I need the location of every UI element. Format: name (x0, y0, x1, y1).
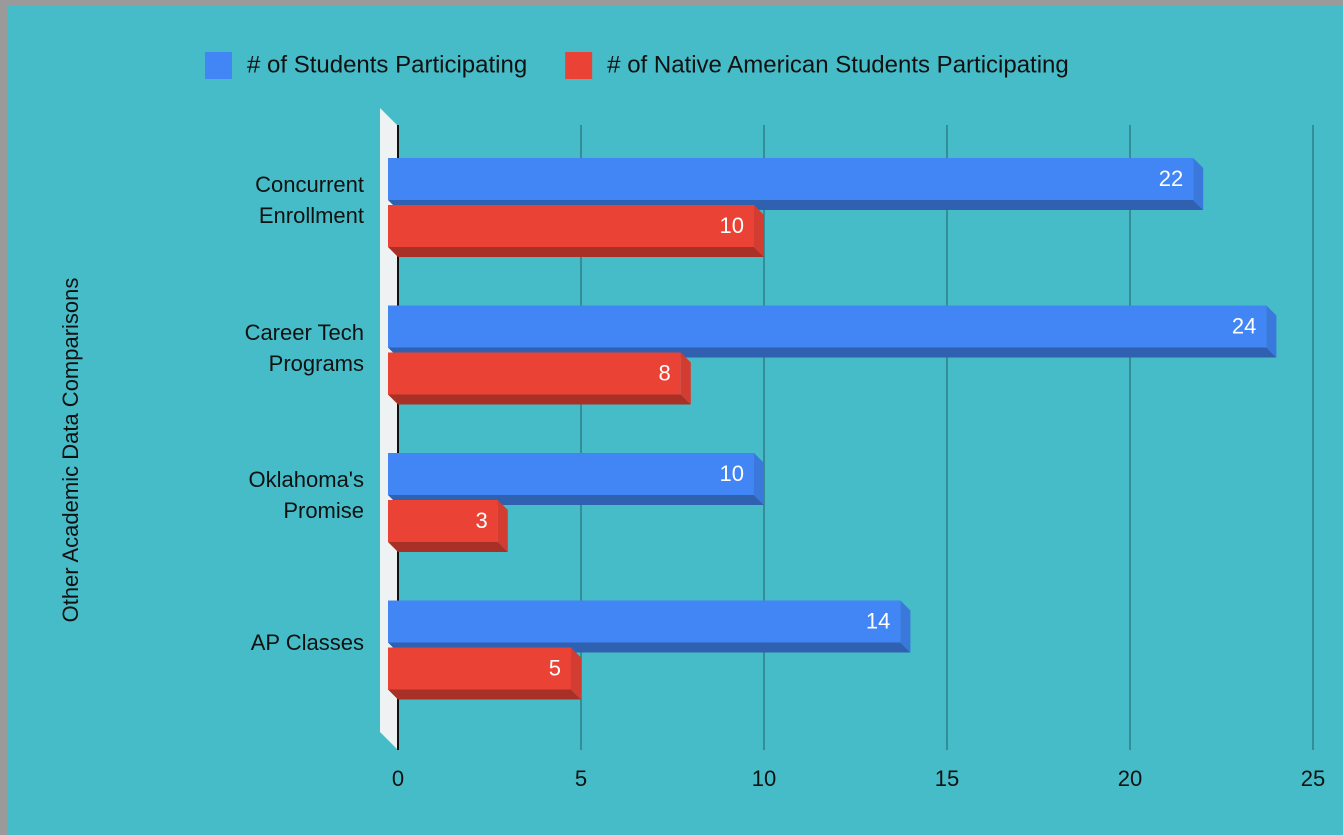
x-tick-label: 0 (392, 766, 404, 791)
bar-side (571, 647, 581, 700)
x-tick-label: 20 (1118, 766, 1142, 791)
bar-bottom (388, 247, 764, 257)
bar-side (680, 352, 691, 405)
legend-swatch (565, 52, 593, 79)
bar (388, 500, 498, 542)
data-label: 10 (720, 461, 744, 486)
data-label: 14 (866, 608, 890, 633)
data-label: 24 (1232, 313, 1256, 338)
axis-wall (380, 108, 398, 750)
bar-bottom (388, 542, 508, 552)
data-label: 5 (549, 655, 561, 680)
bar (388, 453, 754, 495)
bar-bottom (388, 394, 691, 405)
bar (388, 647, 571, 690)
y-tick-label: Career Tech Programs (244, 319, 364, 376)
bar (388, 305, 1267, 348)
bar-side (754, 453, 764, 505)
x-tick-label: 15 (935, 766, 959, 791)
x-tick-label: 5 (575, 766, 587, 791)
bar-side (900, 600, 911, 653)
data-label: 8 (659, 360, 671, 385)
data-label: 22 (1159, 166, 1183, 191)
legend-label: # of Native American Students Participat… (607, 51, 1069, 78)
bar (388, 158, 1194, 200)
data-label: 3 (476, 508, 488, 533)
bar-side (497, 500, 508, 552)
y-tick-label: AP Classes (250, 630, 364, 655)
y-tick-label: Concurrent Enrollment (255, 172, 364, 228)
x-tick-label: 10 (752, 766, 776, 791)
bar-side (1193, 158, 1204, 210)
bar-side (754, 205, 764, 257)
y-axis-title: Other Academic Data Comparisons (58, 278, 83, 623)
data-label: 10 (720, 213, 744, 238)
bar (388, 600, 901, 643)
x-tick-label: 25 (1301, 766, 1325, 791)
bar (388, 352, 681, 395)
bar-side (1266, 305, 1277, 358)
y-tick-label: Oklahoma's Promise (248, 467, 364, 523)
chart-background (8, 6, 1343, 835)
bar (388, 205, 754, 247)
legend-label: # of Students Participating (247, 51, 527, 78)
legend-swatch (205, 52, 232, 79)
bar-bottom (388, 689, 581, 700)
